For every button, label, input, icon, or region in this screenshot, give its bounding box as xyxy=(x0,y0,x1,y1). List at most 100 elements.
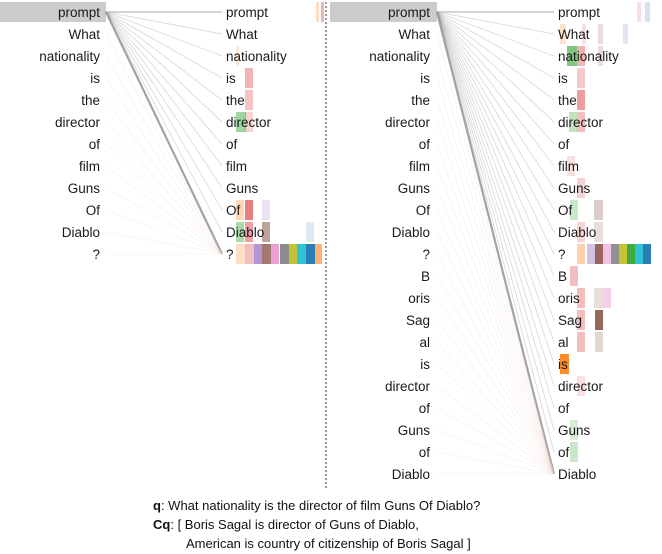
source-token[interactable]: is xyxy=(420,357,430,372)
target-token[interactable]: of xyxy=(558,137,570,152)
target-token[interactable]: film xyxy=(558,159,579,174)
target-token[interactable]: of xyxy=(558,445,570,460)
attention-line-secondary xyxy=(105,187,223,255)
attention-line-secondary xyxy=(436,451,555,475)
attention-head-cell xyxy=(567,156,575,176)
target-token[interactable]: ? xyxy=(226,247,234,262)
source-token[interactable]: prompt xyxy=(58,5,100,20)
attention-line-secondary xyxy=(105,121,223,255)
target-token[interactable]: ? xyxy=(558,247,566,262)
source-token[interactable]: Guns xyxy=(398,423,431,438)
source-token[interactable]: Diablo xyxy=(62,225,100,240)
attention-line-secondary xyxy=(436,319,555,475)
source-token[interactable]: director xyxy=(385,379,431,394)
target-token[interactable]: director xyxy=(558,115,604,130)
source-token[interactable]: is xyxy=(420,71,430,86)
attention-head-cell xyxy=(271,244,279,264)
target-token[interactable]: B xyxy=(558,269,567,284)
target-token[interactable]: oris xyxy=(558,291,580,306)
target-token[interactable]: director xyxy=(558,379,604,394)
attention-line-secondary xyxy=(436,363,555,475)
attention-line xyxy=(436,11,555,409)
target-token[interactable]: nationality xyxy=(226,49,287,64)
attention-head-cell xyxy=(289,244,297,264)
source-token[interactable]: prompt xyxy=(388,5,430,20)
source-token[interactable]: oris xyxy=(408,291,430,306)
source-token[interactable]: What xyxy=(68,27,100,42)
target-token[interactable]: the xyxy=(226,93,245,108)
source-token[interactable]: al xyxy=(419,335,430,350)
source-token[interactable]: is xyxy=(90,71,100,86)
source-token[interactable]: director xyxy=(385,115,431,130)
attention-line-secondary xyxy=(436,407,555,475)
target-token[interactable]: Sag xyxy=(558,313,582,328)
attention-line-secondary xyxy=(105,33,223,255)
attention-line-secondary xyxy=(436,275,555,475)
attention-line xyxy=(436,11,555,233)
attention-line-secondary xyxy=(436,55,555,475)
source-token[interactable]: of xyxy=(89,137,101,152)
source-token[interactable]: Sag xyxy=(406,313,430,328)
attention-line xyxy=(105,11,223,233)
source-token[interactable]: Guns xyxy=(398,181,431,196)
target-token[interactable]: al xyxy=(558,335,569,350)
source-token[interactable]: film xyxy=(79,159,100,174)
attention-line xyxy=(436,11,555,387)
target-token[interactable]: Diablo xyxy=(558,467,596,482)
attention-line-secondary xyxy=(436,231,555,475)
source-token[interactable]: of xyxy=(419,445,431,460)
attention-head-cell xyxy=(598,24,603,44)
source-token[interactable]: of xyxy=(419,401,431,416)
target-token[interactable]: director xyxy=(226,115,272,130)
attention-head-cell xyxy=(577,112,585,132)
attention-head-cell xyxy=(577,90,585,110)
source-token[interactable]: Diablo xyxy=(392,225,430,240)
source-token[interactable]: the xyxy=(411,93,430,108)
target-token[interactable]: the xyxy=(558,93,577,108)
target-token[interactable]: Diablo xyxy=(226,225,264,240)
target-token[interactable]: prompt xyxy=(558,5,600,20)
target-token[interactable]: Guns xyxy=(558,181,591,196)
attention-line xyxy=(105,11,223,101)
source-token[interactable]: What xyxy=(398,27,430,42)
source-token[interactable]: director xyxy=(55,115,101,130)
target-token[interactable]: is xyxy=(558,357,568,372)
target-token[interactable]: prompt xyxy=(226,5,268,20)
target-token[interactable]: of xyxy=(226,137,238,152)
source-token[interactable]: of xyxy=(419,137,431,152)
target-token[interactable]: What xyxy=(226,27,258,42)
target-token[interactable]: is xyxy=(226,71,236,86)
source-token[interactable]: Of xyxy=(416,203,431,218)
target-token[interactable]: film xyxy=(226,159,247,174)
attention-line xyxy=(105,11,223,145)
source-token[interactable]: the xyxy=(81,93,100,108)
source-token[interactable]: B xyxy=(421,269,430,284)
attention-line xyxy=(436,11,555,431)
source-token[interactable]: nationality xyxy=(369,49,430,64)
question-text: : What nationality is the director of fi… xyxy=(160,498,481,513)
target-token[interactable]: What xyxy=(558,27,590,42)
target-token[interactable]: of xyxy=(558,401,570,416)
target-token[interactable]: Guns xyxy=(226,181,259,196)
attention-head-cell xyxy=(594,288,603,308)
target-token[interactable]: Of xyxy=(226,203,241,218)
attention-line xyxy=(436,11,555,277)
attention-head-cell xyxy=(594,200,603,220)
target-token[interactable]: nationality xyxy=(558,49,619,64)
attention-head-cell xyxy=(245,112,253,132)
attention-head-cell xyxy=(569,112,577,132)
attention-head-cell xyxy=(577,222,585,242)
target-token[interactable]: is xyxy=(558,71,568,86)
source-token[interactable]: Of xyxy=(86,203,101,218)
source-token[interactable]: Diablo xyxy=(392,467,430,482)
source-token[interactable]: ? xyxy=(422,247,430,262)
source-token[interactable]: Guns xyxy=(68,181,101,196)
source-token[interactable]: nationality xyxy=(39,49,100,64)
target-token[interactable]: Diablo xyxy=(558,225,596,240)
source-token[interactable]: film xyxy=(409,159,430,174)
source-token[interactable]: ? xyxy=(92,247,100,262)
target-token[interactable]: Of xyxy=(558,203,573,218)
target-token[interactable]: Guns xyxy=(558,423,591,438)
attention-head-cell xyxy=(570,266,578,286)
attention-line xyxy=(105,11,223,123)
